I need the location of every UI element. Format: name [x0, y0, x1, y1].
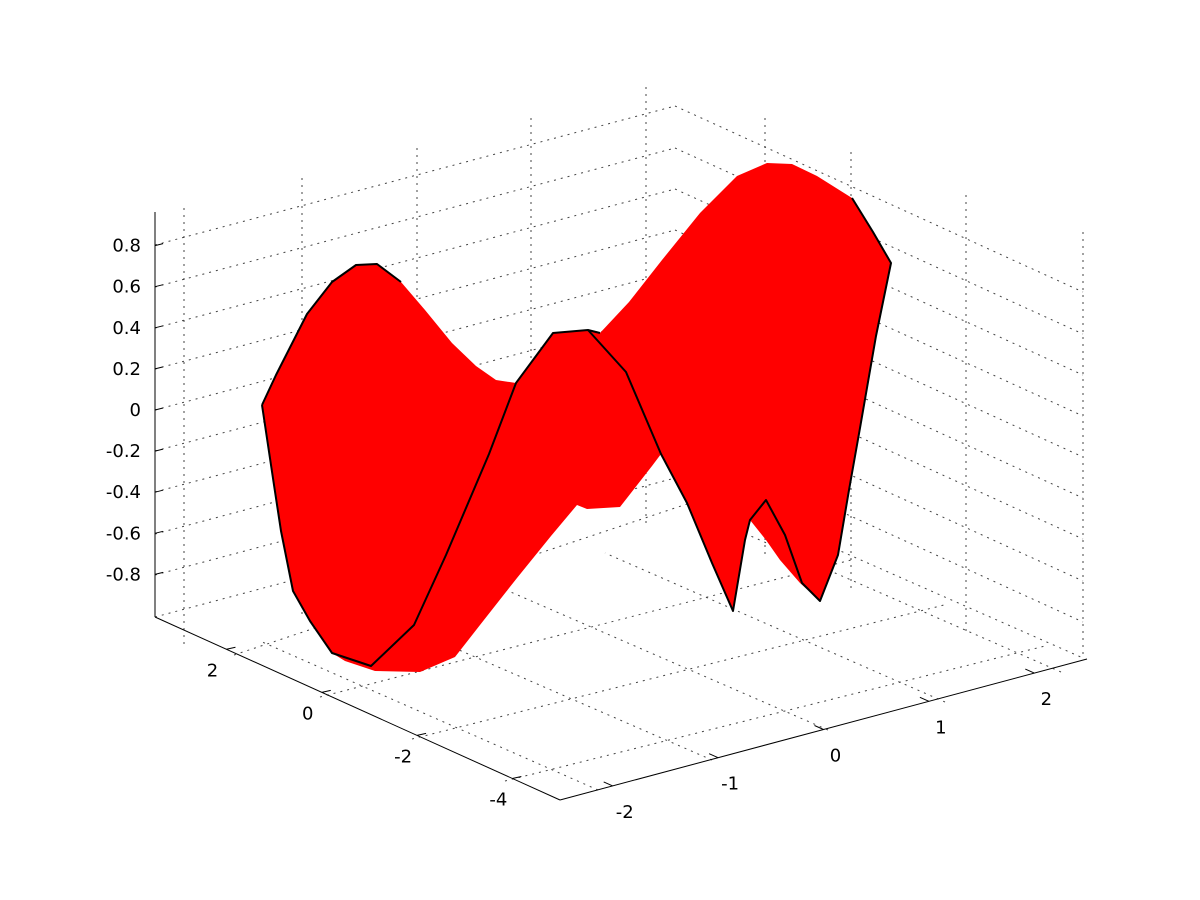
z-tick-label: 0.8	[112, 236, 141, 257]
x-tick-label: -2	[616, 802, 634, 823]
z-axis-ticks: -0.8 -0.6 -0.4 -0.2 0 0.2 0.4 0.6 0.8	[106, 236, 164, 585]
z-tick-label: -0.4	[106, 482, 141, 503]
surface-edge-left-down	[261, 329, 601, 667]
x-tick-mark	[1025, 668, 1035, 674]
y-tick-mark	[226, 646, 236, 650]
y-tick-mark	[416, 732, 427, 736]
z-tick-mark	[154, 530, 164, 534]
y-tick-label: 0	[302, 703, 313, 724]
y-tick-mark	[321, 689, 331, 693]
x-tick-label: -1	[721, 774, 739, 795]
surface-edge-left	[261, 263, 402, 406]
z-tick-label: 0	[130, 400, 141, 421]
z-tick-label: 0.4	[112, 318, 141, 339]
z-tick-mark	[154, 407, 164, 411]
x-tick-label: 0	[830, 746, 841, 767]
y-axis-ticks: -4 -2 0 2	[207, 646, 522, 810]
z-tick-mark	[154, 284, 164, 288]
z-tick-mark	[154, 243, 164, 247]
x-tick-mark	[814, 725, 824, 730]
z-tick-label: -0.2	[106, 441, 141, 462]
z-tick-label: -0.8	[106, 564, 141, 585]
z-tick-mark	[154, 325, 164, 329]
x-axis-ticks: -2 -1 0 1 2	[603, 668, 1052, 823]
x-tick-mark	[603, 781, 613, 787]
z-tick-label: 0.2	[112, 359, 141, 380]
surface	[261, 163, 892, 672]
y-tick-label: -4	[489, 789, 507, 810]
x-tick-label: 1	[935, 717, 946, 738]
x-tick-mark	[708, 753, 719, 759]
y-tick-label: -2	[394, 746, 412, 767]
y-tick-label: 2	[207, 660, 218, 681]
surface-edge-front	[587, 197, 892, 612]
y-tick-mark	[512, 775, 522, 779]
z-tick-label: 0.6	[112, 277, 141, 298]
z-tick-mark	[154, 366, 164, 370]
x-tick-label: 2	[1041, 689, 1052, 710]
z-tick-mark	[154, 489, 164, 493]
z-tick-mark	[154, 448, 164, 452]
z-tick-mark	[154, 571, 164, 575]
x-tick-mark	[919, 696, 930, 702]
surface-face	[262, 163, 891, 672]
z-tick-label: -0.6	[106, 523, 141, 544]
